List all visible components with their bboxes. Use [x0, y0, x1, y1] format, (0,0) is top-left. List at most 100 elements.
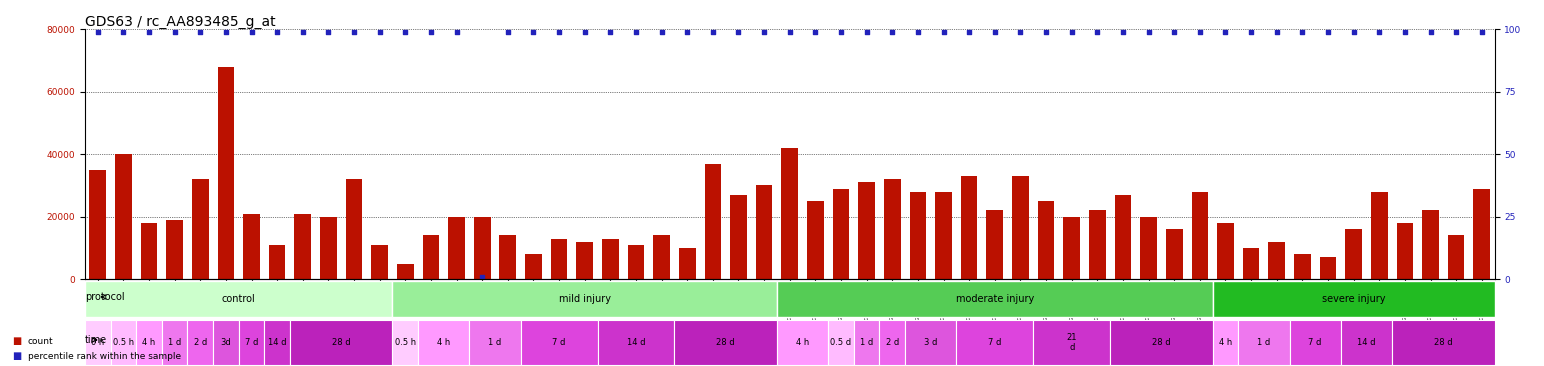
Bar — [290, 320, 392, 365]
Bar — [1038, 201, 1055, 279]
Point — [573, 29, 598, 35]
Point — [162, 29, 187, 35]
Text: 14 d: 14 d — [627, 338, 645, 347]
Point — [675, 29, 699, 35]
Point — [264, 29, 289, 35]
Bar — [423, 235, 438, 279]
Point — [1470, 29, 1495, 35]
Bar — [781, 148, 798, 279]
Point — [85, 29, 110, 35]
Text: 2 d: 2 d — [193, 338, 207, 347]
Text: 7 d: 7 d — [988, 338, 1002, 347]
Point — [213, 29, 238, 35]
Bar — [500, 235, 516, 279]
Point — [701, 29, 726, 35]
Bar — [1013, 176, 1028, 279]
Text: GDS63 / rc_AA893485_g_at: GDS63 / rc_AA893485_g_at — [85, 15, 275, 29]
Text: 0.5 d: 0.5 d — [831, 338, 852, 347]
Point — [136, 29, 161, 35]
Text: 3d: 3d — [221, 338, 232, 347]
Point — [854, 29, 879, 35]
Text: 7 d: 7 d — [245, 338, 258, 347]
Point — [1085, 29, 1110, 35]
Point — [520, 29, 545, 35]
Text: 4 h: 4 h — [437, 338, 451, 347]
Bar — [244, 214, 259, 279]
Bar — [213, 320, 239, 365]
Bar — [777, 320, 828, 365]
Point — [1444, 29, 1468, 35]
Text: severe injury: severe injury — [1322, 294, 1385, 304]
Point — [1315, 29, 1340, 35]
Text: time: time — [85, 335, 107, 345]
Point — [1289, 29, 1314, 35]
Text: 14 d: 14 d — [269, 338, 286, 347]
Point — [367, 29, 392, 35]
Point — [1265, 29, 1289, 35]
Text: 1 d: 1 d — [488, 338, 502, 347]
Text: 4 h: 4 h — [1218, 338, 1232, 347]
Bar — [1238, 320, 1289, 365]
Point — [111, 29, 136, 35]
Bar — [936, 192, 951, 279]
Bar — [598, 320, 675, 365]
Bar — [85, 320, 111, 365]
Point — [957, 29, 982, 35]
Bar — [653, 235, 670, 279]
Bar — [1110, 320, 1212, 365]
Bar — [372, 245, 388, 279]
Point — [803, 29, 828, 35]
Bar — [1397, 223, 1413, 279]
Bar — [828, 320, 854, 365]
Bar — [1243, 248, 1260, 279]
Text: 28 d: 28 d — [1152, 338, 1170, 347]
Point — [1161, 29, 1186, 35]
Point — [496, 29, 520, 35]
Bar — [525, 254, 542, 279]
Text: 0.5 h: 0.5 h — [395, 338, 415, 347]
Bar — [1393, 320, 1495, 365]
Point — [905, 29, 929, 35]
Text: 28 d: 28 d — [716, 338, 735, 347]
Bar — [909, 192, 926, 279]
Point — [1393, 29, 1417, 35]
Bar — [392, 281, 777, 317]
Text: 2 d: 2 d — [886, 338, 899, 347]
Bar — [111, 320, 136, 365]
Text: 0.5 h: 0.5 h — [113, 338, 134, 347]
Bar — [1064, 217, 1079, 279]
Bar — [295, 214, 310, 279]
Bar — [1371, 192, 1388, 279]
Bar — [905, 320, 956, 365]
Bar — [1217, 223, 1234, 279]
Bar — [880, 320, 905, 365]
Point — [1214, 29, 1238, 35]
Text: 4 h: 4 h — [797, 338, 809, 347]
Bar — [832, 188, 849, 279]
Point — [931, 29, 956, 35]
Point — [829, 29, 854, 35]
Bar — [987, 210, 1004, 279]
Text: 21
d: 21 d — [1067, 333, 1078, 352]
Bar — [474, 217, 491, 279]
Point — [547, 29, 571, 35]
Point — [880, 29, 905, 35]
Point — [1342, 29, 1366, 35]
Bar — [346, 179, 363, 279]
Point — [598, 29, 622, 35]
Text: count: count — [28, 337, 54, 346]
Bar — [418, 320, 469, 365]
Bar — [858, 182, 875, 279]
Point — [317, 29, 341, 35]
Bar — [90, 170, 107, 279]
Bar — [136, 320, 162, 365]
Bar — [1141, 217, 1156, 279]
Bar — [520, 320, 598, 365]
Bar — [885, 179, 900, 279]
Bar — [1166, 229, 1183, 279]
Point — [188, 29, 213, 35]
Bar — [448, 217, 465, 279]
Point — [1033, 29, 1058, 35]
Bar — [264, 320, 290, 365]
Point — [648, 29, 673, 35]
